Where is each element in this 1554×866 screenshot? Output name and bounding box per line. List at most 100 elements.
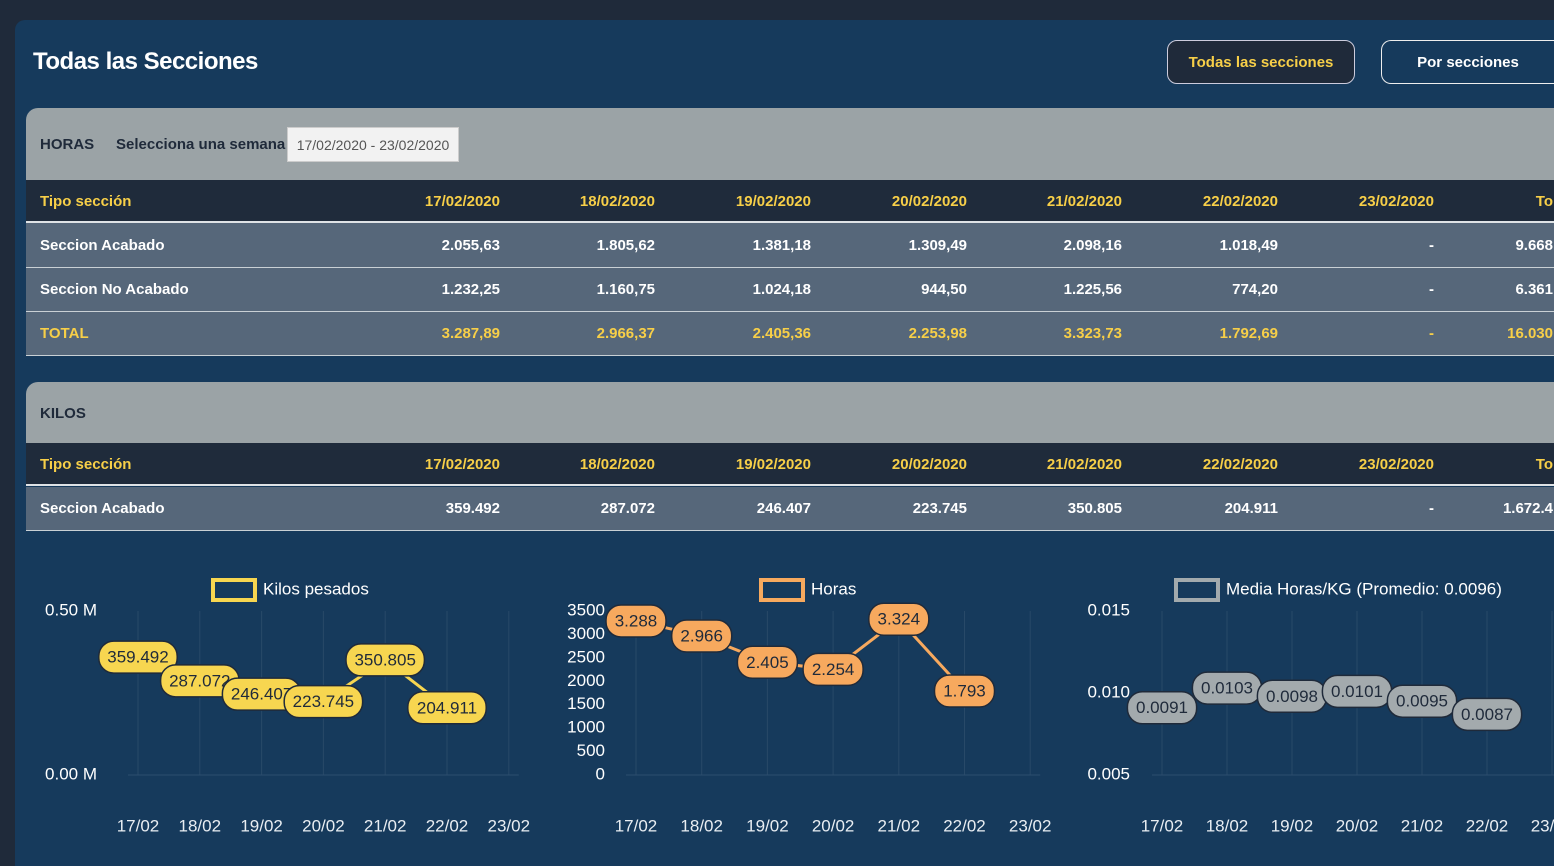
x-tick-label: 22/02 (943, 816, 986, 835)
legend-label: Media Horas/KG (Promedio: 0.0096) (1226, 579, 1502, 598)
data-label: 2.966 (680, 626, 723, 645)
cell: 1.309,49 (908, 236, 967, 254)
section-label: KILOS (40, 405, 86, 422)
x-tick-label: 19/02 (240, 816, 283, 835)
week-input[interactable]: 17/02/2020 - 23/02/2020 (287, 127, 459, 162)
cell: 350.805 (1067, 500, 1122, 517)
cell: 1.225,56 (1063, 281, 1122, 298)
legend-swatch (1174, 578, 1220, 602)
cell: 1.672.4 (1502, 500, 1553, 517)
x-tick-label: 20/02 (812, 816, 855, 835)
x-tick-label: 17/02 (1141, 816, 1184, 835)
x-tick-label: 19/02 (746, 816, 789, 835)
y-tick-label: 0.00 M (45, 764, 97, 783)
data-label-box (98, 640, 178, 674)
cell: 22/02/2020 (1202, 192, 1278, 210)
data-label-box (670, 619, 733, 653)
cell: 2.405,36 (752, 325, 811, 342)
header-row (26, 180, 1554, 223)
cell: 359.492 (445, 500, 500, 517)
data-label-box (736, 645, 799, 680)
cell: - (1429, 281, 1434, 298)
cell: 1.018,49 (1219, 236, 1278, 254)
data-label-box (1451, 697, 1523, 732)
cell: To (1535, 192, 1553, 210)
data-label: 0.0103 (1201, 679, 1253, 698)
cell: 3.287,89 (441, 325, 500, 342)
cell: 17/02/2020 (424, 455, 500, 473)
x-tick-label: 17/02 (615, 816, 658, 835)
cell: 1.805,62 (596, 236, 655, 254)
data-label: 0.0095 (1396, 692, 1448, 711)
cell: 19/02/2020 (735, 192, 811, 210)
y-tick-label: 0.015 (1087, 600, 1130, 619)
section-bar (26, 108, 1554, 180)
data-label: 246.407 (231, 685, 292, 704)
cell: 21/02/2020 (1046, 455, 1122, 473)
cell: 18/02/2020 (579, 455, 655, 473)
data-label: 359.492 (107, 648, 168, 667)
cell: 944,50 (921, 281, 967, 298)
x-tick-label: 23/02 (1009, 816, 1052, 835)
legend-swatch (759, 578, 805, 602)
cell: 19/02/2020 (735, 455, 811, 473)
y-tick-label: 0.005 (1087, 764, 1130, 783)
y-tick-label: 0.010 (1087, 682, 1130, 701)
data-label-box (802, 652, 864, 687)
cell: To (1535, 455, 1553, 473)
cell: 2.098,16 (1063, 236, 1122, 254)
x-tick-label: 18/02 (680, 816, 723, 835)
cell: 1.160,75 (596, 281, 655, 298)
cell: - (1429, 325, 1434, 342)
row-label: Tipo sección (40, 192, 132, 210)
button[interactable]: Por secciones (1381, 40, 1554, 84)
cell: 2.253,98 (908, 325, 967, 342)
cell: 2.055,63 (441, 236, 500, 254)
button[interactable]: Todas las secciones (1167, 40, 1355, 84)
data-label-box (605, 604, 667, 638)
table-row (26, 223, 1554, 268)
y-tick-label: 1500 (567, 694, 605, 713)
row-label: Seccion No Acabado (40, 281, 189, 298)
cell: 23/02/2020 (1358, 455, 1434, 473)
cell: 1.024,18 (752, 281, 811, 298)
x-tick-label: 20/02 (1336, 816, 1379, 835)
row-label: Tipo sección (40, 455, 132, 473)
y-tick-label: 500 (577, 741, 605, 760)
data-label-box (1126, 691, 1198, 725)
y-tick-label: 0 (596, 764, 605, 783)
legend-label: Horas (811, 579, 856, 598)
cell: 18/02/2020 (579, 192, 655, 210)
data-label: 223.745 (293, 692, 354, 711)
cell: 1.792,69 (1219, 325, 1278, 342)
row-label: TOTAL (40, 325, 89, 342)
data-label: 0.0091 (1136, 698, 1188, 717)
cell: 20/02/2020 (891, 455, 967, 473)
x-tick-label: 21/02 (878, 816, 921, 835)
data-label: 287.072 (169, 671, 230, 690)
cell: 20/02/2020 (891, 192, 967, 210)
y-tick-label: 2500 (567, 647, 605, 666)
data-label: 204.911 (417, 698, 477, 717)
cell: 16.030 (1507, 325, 1553, 342)
legend-label: Kilos pesados (263, 579, 369, 598)
data-label: 1.793 (943, 681, 986, 700)
data-label-box (407, 691, 487, 725)
section-bar (26, 382, 1554, 443)
row-label: Seccion Acabado (40, 500, 165, 517)
cell: - (1429, 236, 1434, 254)
x-tick-label: 19/02 (1271, 816, 1314, 835)
cell: 774,20 (1232, 281, 1278, 298)
data-label-box (868, 602, 930, 637)
data-label: 2.254 (812, 660, 855, 679)
cell: 287.072 (600, 500, 655, 517)
y-tick-label: 1000 (567, 718, 605, 737)
data-label-box (283, 684, 364, 719)
x-tick-label: 18/02 (179, 816, 222, 835)
cell: 204.911 (1224, 500, 1278, 517)
cell: 3.323,73 (1063, 325, 1122, 342)
data-label: 3.324 (878, 610, 921, 629)
page-title: Todas las Secciones (33, 48, 258, 75)
x-tick-label: 17/02 (117, 816, 160, 835)
